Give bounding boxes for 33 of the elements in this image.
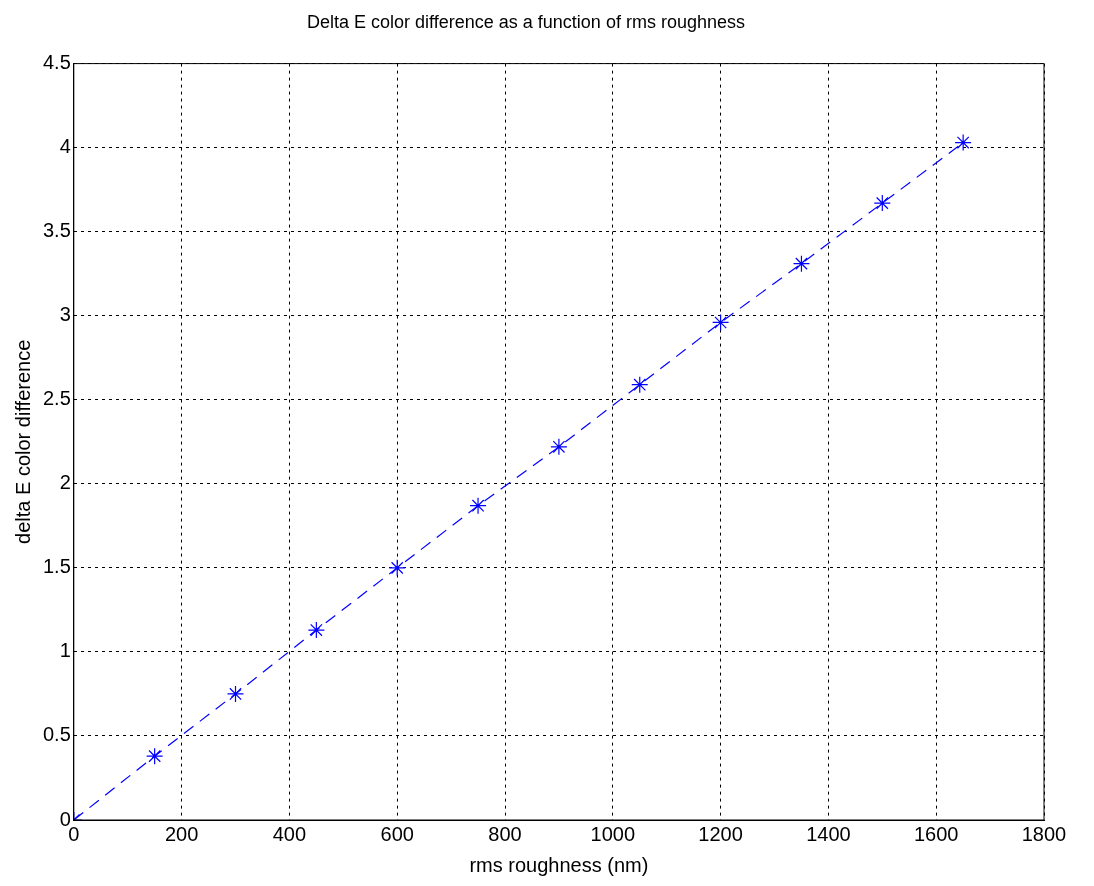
- x-tick-label: 1600: [913, 822, 959, 845]
- y-axis-title: delta E color difference: [11, 339, 34, 544]
- point: [388, 559, 406, 577]
- point: [226, 685, 245, 703]
- y-tick-label: 4.5: [42, 51, 71, 74]
- point: [954, 134, 972, 152]
- y-tick-label: 1.5: [42, 555, 71, 578]
- x-tick-label: 1000: [590, 822, 636, 845]
- point: [792, 255, 811, 273]
- point: [307, 621, 325, 639]
- x-axis-title: rms roughness (nm): [469, 853, 649, 876]
- y-tick-label: 2.5: [42, 387, 71, 410]
- point: [550, 438, 568, 456]
- y-tick-label: 3: [59, 303, 71, 326]
- point: [873, 194, 891, 212]
- x-tick-label: 200: [164, 822, 199, 845]
- y-tick-label: 3.5: [42, 219, 71, 242]
- x-tick-label: 400: [272, 822, 307, 845]
- x-tick-label: 1200: [698, 822, 743, 845]
- x-tick-label: 1800: [1021, 822, 1067, 845]
- y-tick-label: 0: [59, 807, 71, 830]
- point: [712, 313, 730, 332]
- y-tick-label: 2: [59, 471, 71, 494]
- y-tick-label: 1: [59, 639, 71, 662]
- x-tick-label: 600: [380, 822, 414, 845]
- x-tick-label: 1400: [806, 822, 851, 845]
- y-tick-label: 4: [59, 135, 71, 158]
- point: [469, 497, 487, 515]
- chart-title: Delta E color difference as a function of rms roughness: [307, 11, 745, 32]
- x-tick-label: 800: [488, 822, 522, 845]
- point: [631, 376, 649, 394]
- y-tick-label: 0.5: [42, 723, 71, 746]
- point: [146, 747, 164, 765]
